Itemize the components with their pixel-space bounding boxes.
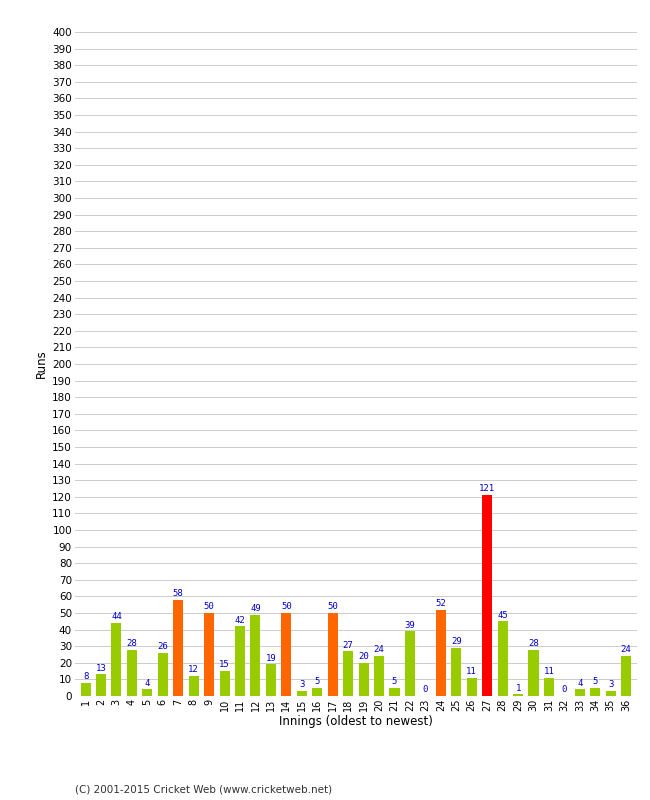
Text: 58: 58 (173, 589, 183, 598)
Bar (451, 648, 462, 696)
Bar (513, 694, 523, 696)
Bar (436, 610, 446, 696)
Text: 50: 50 (328, 602, 338, 611)
Text: 24: 24 (621, 646, 632, 654)
Y-axis label: Runs: Runs (35, 350, 48, 378)
Bar (590, 688, 601, 696)
Bar (188, 676, 199, 696)
Text: 52: 52 (436, 599, 446, 608)
Text: 49: 49 (250, 604, 261, 613)
Bar (266, 665, 276, 696)
Text: 26: 26 (157, 642, 168, 651)
Bar (405, 631, 415, 696)
Text: 28: 28 (528, 639, 539, 648)
Text: 50: 50 (281, 602, 292, 611)
Bar (359, 662, 369, 696)
Text: 42: 42 (235, 616, 246, 625)
Bar (204, 613, 214, 696)
Text: 44: 44 (111, 612, 122, 622)
Text: 19: 19 (266, 654, 276, 662)
Bar (328, 613, 338, 696)
X-axis label: Innings (oldest to newest): Innings (oldest to newest) (279, 715, 433, 729)
Text: 5: 5 (593, 677, 598, 686)
Text: 28: 28 (127, 639, 137, 648)
Bar (281, 613, 291, 696)
Text: 24: 24 (374, 646, 384, 654)
Bar (498, 622, 508, 696)
Bar (127, 650, 137, 696)
Text: 11: 11 (543, 667, 554, 676)
Text: 15: 15 (219, 661, 230, 670)
Bar (467, 678, 476, 696)
Bar (389, 688, 400, 696)
Bar (173, 600, 183, 696)
Bar (528, 650, 539, 696)
Bar (343, 651, 353, 696)
Bar (158, 653, 168, 696)
Text: 11: 11 (466, 667, 477, 676)
Bar (312, 688, 322, 696)
Text: 39: 39 (404, 621, 415, 630)
Bar (235, 626, 245, 696)
Text: 29: 29 (451, 637, 462, 646)
Text: 121: 121 (479, 485, 495, 494)
Bar (575, 690, 585, 696)
Bar (621, 656, 631, 696)
Bar (250, 614, 261, 696)
Text: 27: 27 (343, 641, 354, 650)
Text: 45: 45 (497, 610, 508, 620)
Bar (297, 691, 307, 696)
Bar (111, 623, 122, 696)
Bar (606, 691, 616, 696)
Text: (C) 2001-2015 Cricket Web (www.cricketweb.net): (C) 2001-2015 Cricket Web (www.cricketwe… (75, 784, 332, 794)
Text: 50: 50 (203, 602, 214, 611)
Bar (81, 682, 90, 696)
Text: 0: 0 (562, 686, 567, 694)
Text: 4: 4 (577, 678, 582, 688)
Text: 8: 8 (83, 672, 88, 681)
Text: 3: 3 (299, 680, 304, 690)
Bar (482, 495, 492, 696)
Text: 20: 20 (358, 652, 369, 661)
Bar (374, 656, 384, 696)
Bar (220, 671, 229, 696)
Bar (544, 678, 554, 696)
Text: 3: 3 (608, 680, 614, 690)
Text: 1: 1 (515, 684, 521, 693)
Text: 12: 12 (188, 666, 199, 674)
Bar (142, 690, 152, 696)
Text: 5: 5 (315, 677, 320, 686)
Text: 0: 0 (422, 686, 428, 694)
Text: 13: 13 (96, 664, 107, 673)
Text: 5: 5 (392, 677, 397, 686)
Text: 4: 4 (145, 678, 150, 688)
Bar (96, 674, 106, 696)
